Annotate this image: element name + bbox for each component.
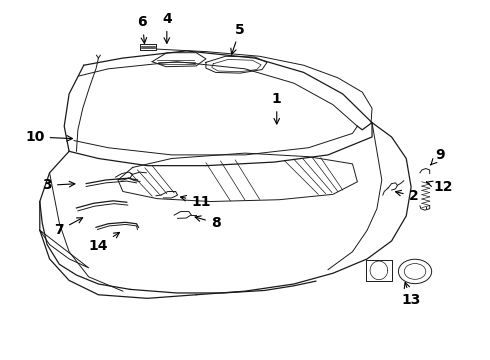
Text: 14: 14 [89, 233, 120, 253]
Text: 7: 7 [54, 218, 83, 237]
Circle shape [404, 264, 426, 279]
Text: 6: 6 [138, 15, 147, 43]
Text: 11: 11 [180, 194, 211, 208]
Text: 4: 4 [162, 12, 171, 43]
Text: 8: 8 [195, 216, 220, 230]
Text: 9: 9 [431, 148, 445, 165]
Text: 13: 13 [401, 283, 421, 307]
Text: 2: 2 [395, 189, 418, 203]
Text: 1: 1 [272, 92, 282, 124]
Text: 10: 10 [25, 130, 73, 144]
Text: 12: 12 [427, 180, 453, 194]
Circle shape [398, 259, 432, 284]
Text: 3: 3 [42, 178, 75, 192]
Text: 5: 5 [231, 23, 245, 54]
